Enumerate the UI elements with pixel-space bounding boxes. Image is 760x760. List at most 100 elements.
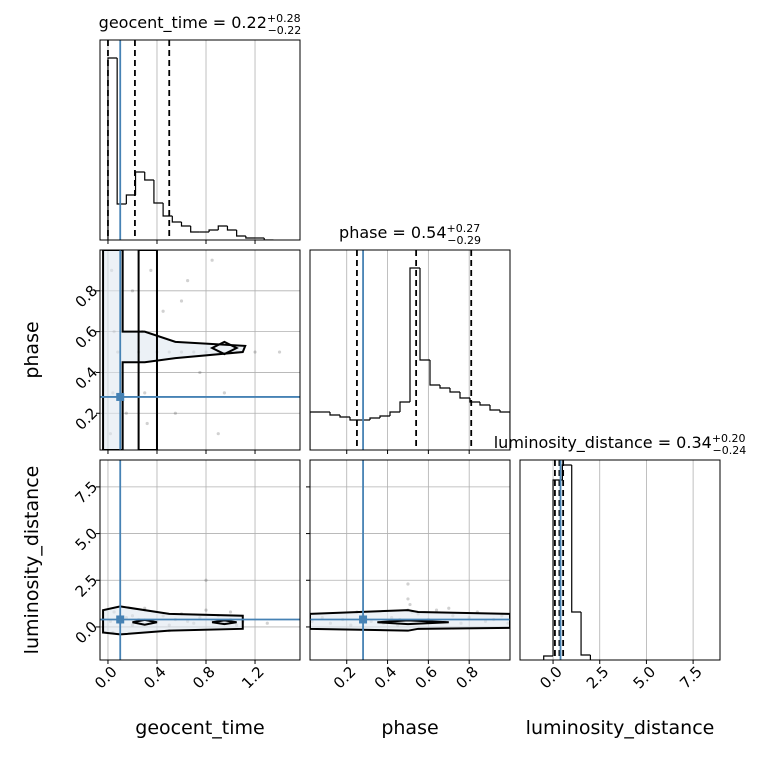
panel-frame: [99, 39, 301, 241]
y-tick-label: 0.4: [72, 363, 102, 393]
hist-bin: [469, 398, 480, 403]
title-text: luminosity_distance = 0.34: [494, 433, 712, 453]
sample-point: [434, 608, 439, 612]
hist-bin: [236, 230, 246, 237]
x-tick-label: 0.0: [536, 663, 566, 693]
panel-frame: [519, 459, 721, 661]
hist-bin: [479, 402, 490, 406]
hist-bin: [389, 411, 400, 416]
contour: [132, 618, 158, 626]
title-sup: +0.28: [267, 12, 301, 25]
panel: [100, 460, 300, 660]
sample-point: [253, 350, 257, 354]
sample-point: [447, 606, 451, 610]
hist-bin: [580, 612, 591, 656]
hist-bin: [134, 171, 145, 195]
panel-frame: [309, 459, 511, 661]
title-sub: −0.29: [447, 234, 481, 247]
sample-point: [143, 391, 147, 395]
contour: [209, 340, 239, 356]
panel-title: geocent_time = 0.22+0.28 −0.22: [99, 12, 302, 37]
y-tick-label: 0.8: [72, 282, 102, 312]
panel-frame: [99, 459, 301, 661]
hist-bin: [459, 392, 470, 399]
title-text: phase = 0.54: [339, 223, 446, 242]
hist-bin: [245, 236, 256, 239]
sample-point: [406, 597, 410, 601]
sample-point: [204, 578, 208, 582]
x-axis-label: geocent_time: [135, 717, 264, 739]
hist-bin: [310, 411, 320, 450]
hist-bin: [116, 58, 127, 205]
hist-bin: [439, 385, 450, 389]
y-tick-label: 0.2: [72, 404, 102, 434]
hist-bin: [125, 194, 136, 204]
sample-point: [124, 411, 128, 415]
hist-bin: [419, 268, 430, 361]
title-sup: +0.20: [712, 432, 746, 445]
sample-point: [265, 621, 269, 625]
hist-bin: [162, 203, 173, 217]
sample-point: [161, 309, 165, 313]
sample-point: [222, 391, 226, 395]
panel-title: luminosity_distance = 0.34+0.20 −0.24: [494, 432, 747, 457]
hist-bin: [190, 226, 200, 233]
hist-bin: [226, 226, 237, 231]
sample-point: [406, 582, 410, 586]
x-tick-label: 0.8: [452, 663, 482, 693]
hist-bin: [543, 655, 554, 660]
x-tick-label: 0.8: [189, 663, 219, 693]
truth-marker: [116, 392, 125, 401]
x-tick-label: 0.4: [140, 663, 170, 693]
title-sub: −0.24: [713, 444, 747, 457]
y-tick-label: 5.0: [72, 524, 102, 554]
hist-bin: [349, 417, 360, 421]
x-tick-label: 0.0: [91, 663, 121, 693]
title-text: geocent_time = 0.22: [99, 13, 267, 33]
x-tick-label: 2.5: [583, 663, 613, 693]
truth-marker: [116, 615, 125, 624]
sample-point: [149, 268, 153, 273]
contour: [211, 619, 237, 626]
x-axis-label: luminosity_distance: [526, 717, 715, 739]
hist-bin: [153, 180, 164, 204]
hist-bin: [429, 360, 440, 386]
hist-bin: [379, 415, 390, 418]
contour: [377, 619, 449, 626]
sample-point: [204, 608, 208, 612]
hist-bin: [489, 405, 500, 411]
y-axis-label: phase: [21, 321, 43, 378]
contour: [102, 250, 247, 450]
hist-bin: [180, 222, 191, 227]
sample-point: [186, 279, 190, 283]
sample-point: [173, 411, 177, 415]
y-tick-label: 2.5: [72, 571, 102, 601]
panel: [100, 250, 300, 450]
y-tick-label: 0.6: [72, 322, 102, 352]
panel: [310, 250, 510, 450]
hist-bin: [208, 229, 219, 232]
hist-bin: [399, 401, 410, 412]
panel: [107, 40, 274, 240]
x-tick-label: 0.6: [411, 663, 441, 693]
sample-point: [277, 350, 282, 354]
x-tick-label: 5.0: [630, 663, 660, 693]
contour: [102, 605, 244, 636]
contour: [137, 250, 158, 450]
hist-bin: [499, 410, 510, 413]
hist-bin: [409, 267, 420, 402]
x-tick-label: 0.4: [371, 663, 401, 693]
truth-marker: [359, 615, 368, 624]
hist-bin: [263, 238, 274, 240]
sample-point: [210, 258, 214, 262]
title-sub: −0.22: [268, 24, 302, 37]
hist-bin: [369, 417, 380, 420]
sample-point: [145, 421, 149, 426]
y-tick-label: 7.5: [72, 478, 102, 508]
y-axis-label: luminosity_distance: [21, 466, 43, 655]
hist-bin: [339, 415, 350, 418]
x-axis-label: phase: [381, 717, 438, 739]
hist-bin: [144, 172, 154, 181]
hist-bin: [107, 57, 118, 240]
